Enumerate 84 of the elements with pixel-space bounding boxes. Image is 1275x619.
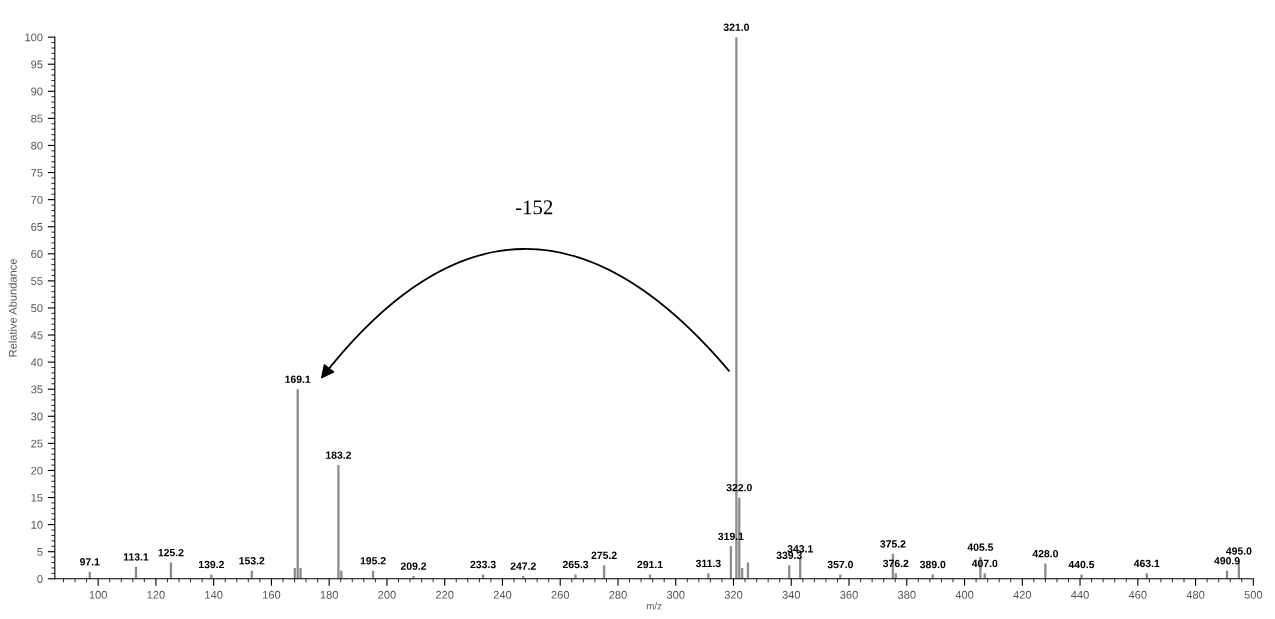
annotation: 291.1: [637, 560, 663, 569]
annotation: 169.1: [285, 375, 311, 383]
annotation: 376.2: [883, 559, 909, 568]
annotation: 490.9: [1214, 557, 1240, 565]
x-tick-label: 180: [320, 590, 339, 599]
y-tick-label: 25: [31, 439, 43, 448]
x-tick-label: 380: [897, 590, 916, 599]
annotation: 321.0: [723, 23, 749, 31]
y-tick-label: 75: [31, 168, 43, 177]
y-tick-label: 45: [30, 331, 43, 340]
annotation: 407.0: [971, 559, 998, 568]
y-tick-label: 65: [31, 222, 43, 231]
y-tick-label: 35: [31, 385, 43, 394]
x-tick-label: 360: [840, 590, 858, 599]
x-tick-label: 280: [609, 590, 627, 599]
x-tick-label: 420: [1013, 590, 1032, 599]
y-tick-label: 50: [31, 304, 43, 313]
bar: [412, 576, 415, 579]
annotation: 311.3: [695, 559, 721, 568]
x-tick-label: 200: [378, 590, 396, 599]
x-tick-label: 100: [89, 590, 107, 599]
x-tick-label: 260: [551, 590, 570, 599]
bar: [337, 465, 340, 579]
annotation: 357.0: [827, 560, 853, 569]
annotation: 440.5: [1068, 560, 1095, 569]
annotation: 125.2: [158, 548, 184, 557]
x-axis-title: m/z: [646, 602, 662, 610]
y-tick-label: 90: [31, 87, 43, 96]
annotation: 339.3: [776, 551, 802, 560]
annotation: 495.0: [1226, 547, 1252, 555]
x-tick-label: 160: [263, 590, 281, 599]
y-tick-label: 40: [30, 358, 43, 367]
y-tick-label: 80: [31, 141, 43, 150]
bar: [574, 574, 577, 579]
y-tick-label: 60: [31, 250, 43, 258]
annotation: 463.1: [1133, 559, 1160, 568]
y-tick-label: 15: [31, 493, 43, 502]
y-tick-label: 10: [31, 520, 43, 529]
y-tick-label: 95: [31, 60, 43, 69]
x-tick-label: 500: [1244, 590, 1263, 599]
bar: [1044, 563, 1047, 579]
annotation: 375.2: [880, 540, 906, 548]
x-tick-label: 460: [1128, 590, 1147, 599]
annotation: 153.2: [239, 557, 265, 565]
annotation: 389.0: [919, 560, 946, 569]
bar: [210, 574, 213, 579]
annotation: 97.1: [79, 558, 100, 566]
y-tick-label: 20: [31, 466, 43, 475]
annotation: 247.2: [510, 562, 536, 570]
annotation: 139.2: [198, 560, 224, 569]
x-tick-label: 340: [782, 590, 801, 599]
x-tick-label: 440: [1071, 590, 1089, 599]
x-tick-label: 320: [724, 590, 743, 599]
bar: [707, 573, 710, 579]
annotation: -152: [515, 200, 553, 215]
x-tick-label: 300: [666, 590, 685, 599]
y-tick-label: 100: [25, 33, 43, 42]
bar: [839, 574, 842, 579]
x-tick-label: 400: [955, 590, 974, 599]
x-tick-label: 140: [205, 590, 223, 599]
x-tick-label: 240: [493, 590, 512, 599]
annotation: 195.2: [360, 557, 386, 565]
annotation: 113.1: [123, 553, 149, 561]
y-axis-title: Relative Abundance: [8, 259, 17, 357]
annotation: 275.2: [591, 551, 617, 559]
annotation: 343.1: [787, 545, 813, 553]
bar: [1080, 574, 1083, 579]
y-tick-label: 70: [31, 195, 43, 204]
x-tick-label: 480: [1186, 590, 1205, 599]
annotation: 405.5: [967, 543, 994, 551]
y-tick-label: 0: [37, 575, 43, 583]
annotation: 319.1: [718, 532, 744, 541]
annotation: 322.0: [726, 483, 752, 492]
y-tick-label: 55: [31, 277, 43, 286]
y-tick-label: 30: [31, 412, 43, 421]
x-tick-label: 220: [435, 590, 454, 599]
y-tick-label: 85: [31, 114, 43, 123]
x-tick-label: 120: [147, 590, 165, 599]
y-tick-label: 5: [37, 548, 43, 556]
annotation: 233.3: [470, 560, 496, 569]
annotation: 183.2: [326, 451, 352, 459]
annotation: 428.0: [1032, 550, 1058, 558]
annotation: 265.3: [562, 560, 589, 569]
annotation: 209.2: [400, 562, 427, 570]
